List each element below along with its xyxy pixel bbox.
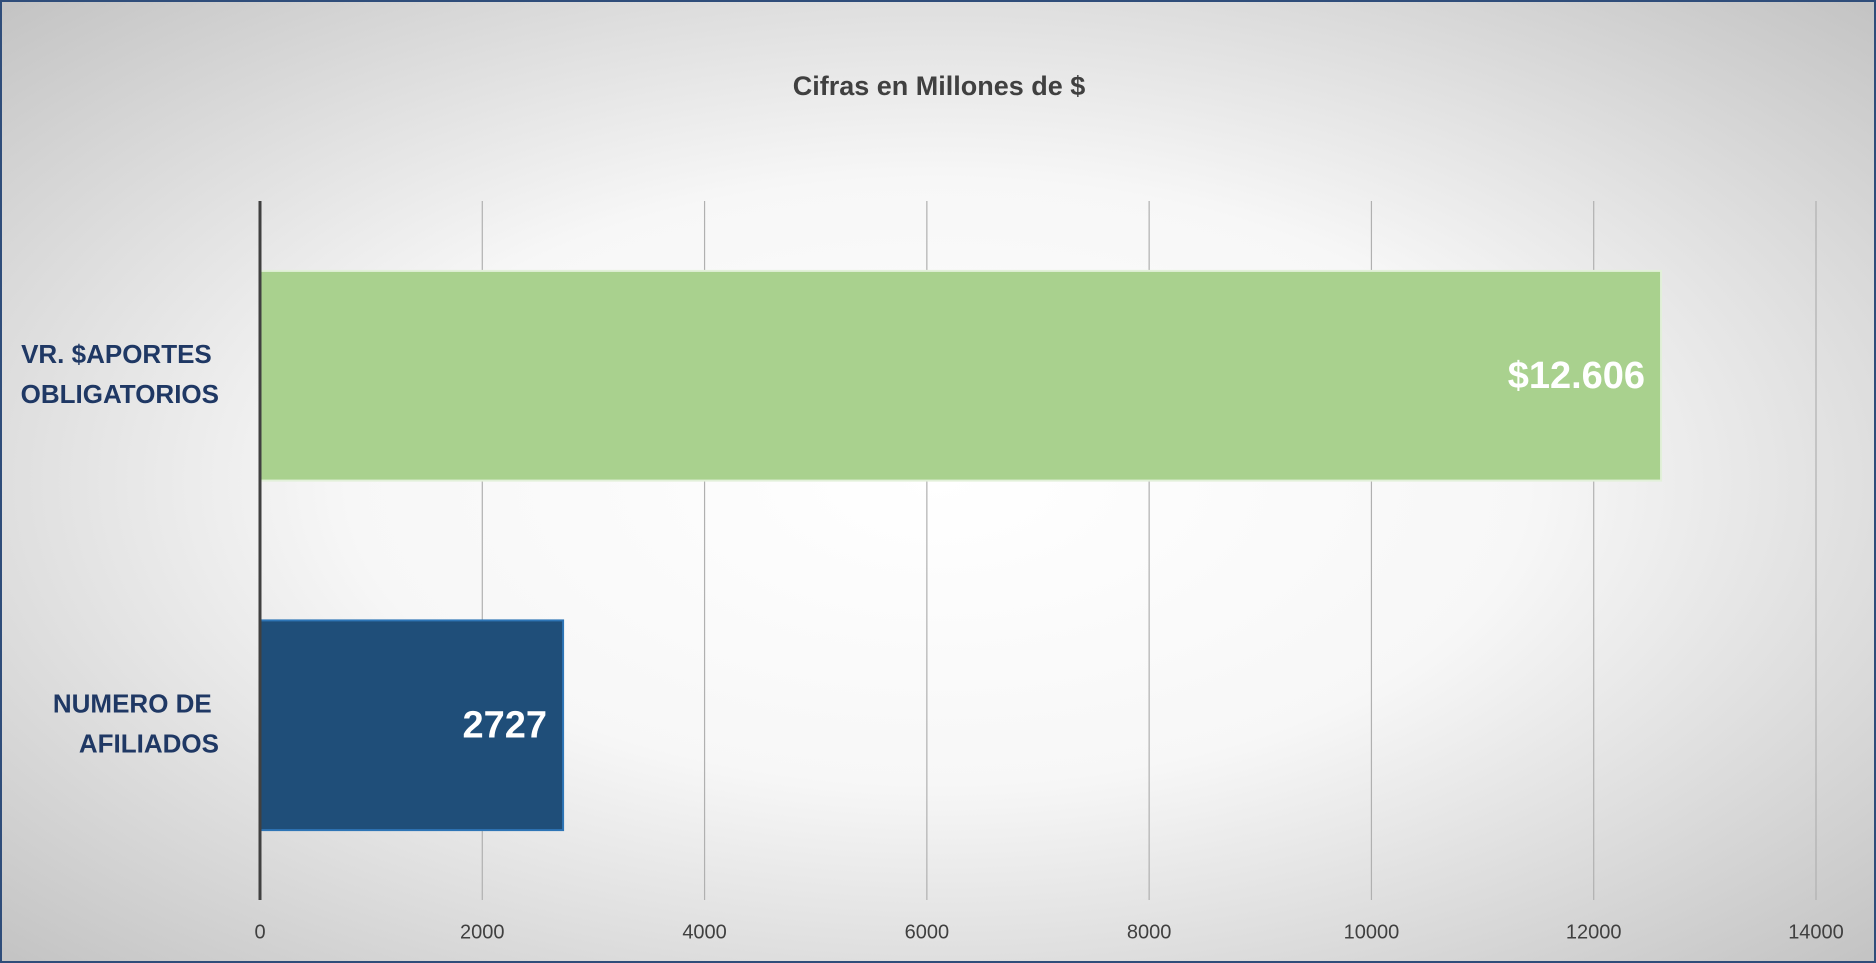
x-tick-label: 4000: [682, 921, 727, 943]
y-tick-label: VR. $APORTES OBLIGATORIOS: [21, 339, 219, 409]
x-tick-label: 0: [254, 921, 265, 943]
x-tick-label: 12000: [1566, 921, 1622, 943]
y-tick-label: NUMERO DE AFILIADOS: [53, 688, 219, 758]
chart-title: Cifras en Millones de $: [793, 71, 1086, 101]
bar: [259, 619, 565, 832]
x-tick-label: 8000: [1127, 921, 1172, 943]
x-tick-label: 6000: [905, 921, 950, 943]
x-tick-label: 10000: [1344, 921, 1400, 943]
x-tick-label: 14000: [1788, 921, 1844, 943]
bar: [259, 269, 1663, 482]
data-label: 2727: [463, 704, 548, 746]
data-label: $12.606: [1508, 355, 1645, 397]
x-tick-label: 2000: [460, 921, 505, 943]
